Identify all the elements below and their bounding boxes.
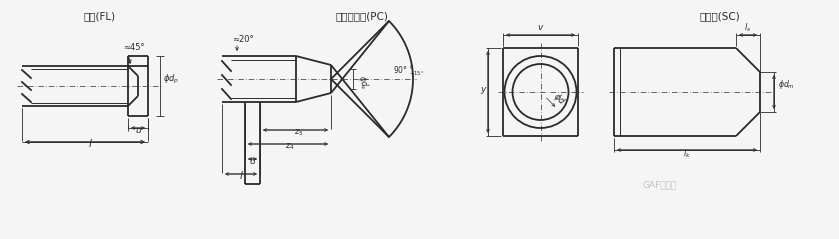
Text: y: y — [480, 85, 486, 94]
Text: l: l — [89, 139, 91, 149]
Text: $l_s$: $l_s$ — [744, 21, 752, 33]
Text: v: v — [538, 23, 543, 32]
Text: $z_4$: $z_4$ — [285, 142, 295, 152]
Text: $l_k$: $l_k$ — [683, 147, 691, 159]
Text: u: u — [135, 126, 141, 135]
Text: ≈45°: ≈45° — [123, 43, 144, 52]
Text: $\phi d$: $\phi d$ — [550, 90, 569, 108]
Text: $\phi d_p$: $\phi d_p$ — [163, 72, 180, 86]
Text: 90° $^{0}_{-15°}$: 90° $^{0}_{-15°}$ — [393, 64, 425, 78]
Text: 平端(FL): 平端(FL) — [84, 11, 116, 21]
Text: $\phi d_m$: $\phi d_m$ — [778, 78, 795, 91]
Text: ≈20°: ≈20° — [232, 35, 253, 44]
Text: l: l — [240, 171, 242, 181]
Text: 削削端(SC): 削削端(SC) — [700, 11, 740, 21]
Text: u: u — [250, 157, 255, 166]
Text: $z_5$: $z_5$ — [294, 128, 304, 138]
Text: 截锥导向端(PC): 截锥导向端(PC) — [336, 11, 388, 21]
Text: GAF螺丝君: GAF螺丝君 — [643, 180, 677, 189]
Text: $\phi d_s$: $\phi d_s$ — [355, 74, 372, 91]
